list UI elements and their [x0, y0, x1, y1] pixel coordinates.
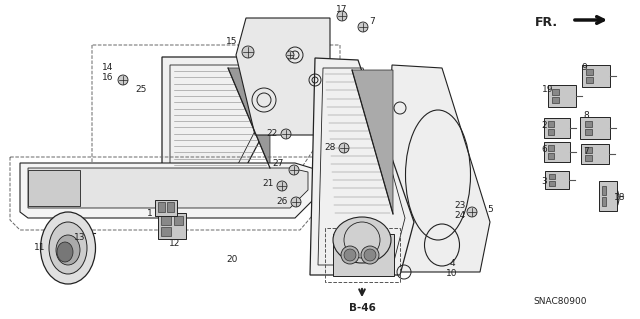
- Polygon shape: [236, 18, 330, 135]
- Text: 19: 19: [542, 85, 554, 94]
- Bar: [161, 216, 171, 225]
- Bar: [586, 77, 593, 83]
- Text: 10: 10: [446, 269, 458, 278]
- Bar: [585, 147, 592, 153]
- Polygon shape: [162, 57, 280, 178]
- Bar: [584, 129, 592, 135]
- Text: 28: 28: [324, 144, 336, 152]
- Text: 13: 13: [74, 234, 86, 242]
- Text: FR.: FR.: [535, 16, 558, 28]
- Circle shape: [364, 249, 376, 261]
- Circle shape: [289, 165, 299, 175]
- Bar: [582, 65, 610, 87]
- Ellipse shape: [49, 222, 87, 274]
- Bar: [161, 227, 171, 236]
- Circle shape: [341, 246, 359, 264]
- Ellipse shape: [333, 217, 391, 263]
- Text: 6: 6: [541, 145, 547, 154]
- Circle shape: [242, 46, 254, 58]
- Text: 22: 22: [266, 130, 278, 138]
- Bar: [548, 129, 554, 135]
- Text: 21: 21: [262, 179, 274, 188]
- Text: 18: 18: [614, 194, 626, 203]
- Bar: [548, 122, 554, 127]
- Polygon shape: [352, 70, 393, 214]
- Bar: [155, 200, 177, 216]
- Bar: [580, 117, 610, 139]
- Ellipse shape: [40, 212, 95, 284]
- Bar: [167, 202, 174, 212]
- Circle shape: [344, 249, 356, 261]
- Circle shape: [286, 51, 294, 59]
- Bar: [586, 69, 593, 75]
- Circle shape: [291, 197, 301, 207]
- Polygon shape: [333, 234, 394, 276]
- Text: 4: 4: [449, 258, 455, 268]
- Polygon shape: [382, 65, 490, 272]
- Bar: [548, 85, 576, 107]
- Text: 9: 9: [581, 63, 587, 72]
- Bar: [548, 181, 555, 186]
- Bar: [581, 144, 609, 164]
- Text: 8: 8: [583, 112, 589, 121]
- Bar: [602, 197, 606, 206]
- Ellipse shape: [57, 242, 73, 262]
- Circle shape: [337, 11, 347, 21]
- Text: 14: 14: [102, 63, 114, 72]
- Bar: [548, 174, 555, 180]
- Text: 15: 15: [227, 38, 237, 47]
- Circle shape: [467, 207, 477, 217]
- Bar: [602, 186, 606, 195]
- Text: 2: 2: [541, 122, 547, 130]
- Bar: [544, 142, 570, 162]
- Circle shape: [118, 75, 128, 85]
- Text: 20: 20: [227, 256, 237, 264]
- Bar: [552, 89, 559, 95]
- Circle shape: [339, 143, 349, 153]
- Bar: [544, 118, 570, 138]
- Circle shape: [277, 181, 287, 191]
- Polygon shape: [28, 170, 80, 206]
- Polygon shape: [28, 168, 308, 208]
- Text: 16: 16: [102, 73, 114, 83]
- Bar: [548, 145, 554, 152]
- Bar: [599, 181, 617, 211]
- Text: 24: 24: [454, 211, 466, 220]
- Text: 27: 27: [272, 160, 284, 168]
- Bar: [545, 171, 569, 189]
- Text: 3: 3: [541, 176, 547, 186]
- Text: 7: 7: [369, 18, 375, 26]
- Text: B-46: B-46: [349, 303, 376, 313]
- Ellipse shape: [605, 186, 619, 210]
- Text: 7: 7: [583, 147, 589, 157]
- Polygon shape: [20, 163, 318, 218]
- Circle shape: [361, 246, 379, 264]
- Text: 25: 25: [135, 85, 147, 94]
- Bar: [548, 152, 554, 159]
- Text: 23: 23: [454, 202, 466, 211]
- Text: SNAC80900: SNAC80900: [533, 298, 587, 307]
- Bar: [585, 155, 592, 160]
- Bar: [158, 213, 186, 239]
- Text: 1: 1: [147, 209, 153, 218]
- Text: 5: 5: [487, 205, 493, 214]
- Bar: [552, 97, 559, 103]
- Bar: [174, 216, 183, 225]
- Ellipse shape: [56, 235, 80, 265]
- Text: 17: 17: [336, 5, 348, 14]
- Text: 12: 12: [170, 239, 180, 248]
- Polygon shape: [228, 68, 270, 168]
- Circle shape: [358, 22, 368, 32]
- Text: 11: 11: [35, 243, 45, 253]
- Bar: [584, 121, 592, 127]
- Text: 26: 26: [276, 197, 288, 206]
- Bar: [158, 202, 165, 212]
- Circle shape: [281, 129, 291, 139]
- Polygon shape: [310, 58, 414, 275]
